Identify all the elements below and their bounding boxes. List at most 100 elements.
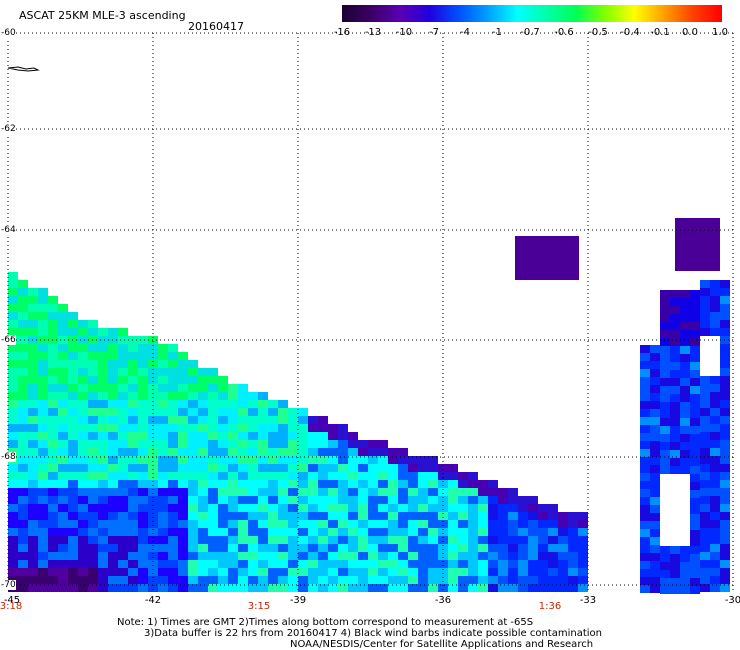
wind-cell [198,392,208,400]
wind-cell [710,456,720,464]
wind-cell [368,544,378,552]
wind-cell [408,576,418,584]
wind-cell [468,504,478,512]
wind-cell [88,552,98,560]
wind-cell [348,520,358,528]
wind-cell [68,416,78,424]
wind-cell [198,528,208,536]
wind-cell [468,576,478,584]
wind-cell [208,432,218,440]
wind-cell [640,569,650,577]
wind-cell [28,352,38,360]
wind-cell [268,400,278,408]
wind-cell [28,312,38,320]
wind-cell [188,400,198,408]
wind-cell [358,488,368,496]
wind-cell [298,544,308,552]
wind-cell [238,520,248,528]
wind-cell [28,328,38,336]
map-panel[interactable] [0,0,740,612]
wind-cell [248,544,258,552]
wind-cell [700,544,710,552]
wind-cell [680,394,690,402]
wind-cell [640,393,650,401]
wind-cell [108,528,118,536]
wind-cell [448,528,458,536]
wind-cell [88,576,98,584]
wind-cell [358,560,368,568]
wind-cell [318,472,328,480]
wind-cell [288,456,298,464]
wind-cell [700,280,710,288]
wind-cell [78,424,88,432]
wind-cell [28,408,38,416]
wind-cell [700,328,710,336]
wind-cell [168,504,178,512]
wind-cell [218,448,228,456]
wind-cell [148,528,158,536]
wind-cell [188,360,198,368]
wind-cell [378,520,388,528]
wind-cell [720,304,730,312]
wind-cell [198,472,208,480]
wind-cell [58,552,68,560]
wind-cell [328,480,338,488]
wind-cell [650,441,660,449]
wind-cell [28,416,38,424]
wind-cell [118,504,128,512]
wind-cell [168,368,178,376]
wind-cell [528,576,538,584]
wind-cell [198,576,208,584]
wind-cell [18,488,28,496]
wind-cell [458,544,468,552]
wind-cell [178,480,188,488]
wind-cell [338,472,348,480]
wind-cell [128,376,138,384]
wind-cell [308,416,318,424]
wind-cell [348,496,358,504]
wind-cell [328,536,338,544]
wind-cell [268,560,278,568]
wind-cell [58,320,68,328]
wind-cell [148,496,158,504]
wind-cell [378,448,388,456]
wind-cell [148,560,158,568]
wind-cell [138,352,148,360]
wind-cell [650,353,660,361]
wind-field-map[interactable] [0,0,740,612]
wind-cell [98,408,108,416]
wind-cell [670,458,680,466]
colorbar-label: -7 [429,27,439,38]
wind-cell [578,528,588,536]
wind-cell [418,584,428,592]
wind-cell [248,416,258,424]
wind-cell [88,520,98,528]
wind-cell [68,384,78,392]
wind-cell [198,424,208,432]
wind-cell [208,456,218,464]
wind-cell [138,440,148,448]
wind-cell [388,448,398,456]
lon-label: -39 [289,595,307,606]
wind-cell [208,400,218,408]
wind-cell [138,464,148,472]
wind-cell [288,560,298,568]
wind-cell [18,368,28,376]
wind-cell [318,480,328,488]
wind-cell [508,496,518,504]
wind-cell [710,320,720,328]
wind-cell [720,416,730,424]
wind-cell [448,480,458,488]
wind-cell [138,400,148,408]
wind-cell [700,504,710,512]
wind-cell [108,440,118,448]
wind-cell [108,504,118,512]
wind-cell [398,464,408,472]
wind-cell [158,432,168,440]
wind-cell [488,520,498,528]
wind-cell [328,544,338,552]
wind-cell [650,481,660,489]
wind-cell [88,344,98,352]
wind-cell [78,536,88,544]
lat-label: -62 [1,124,16,134]
